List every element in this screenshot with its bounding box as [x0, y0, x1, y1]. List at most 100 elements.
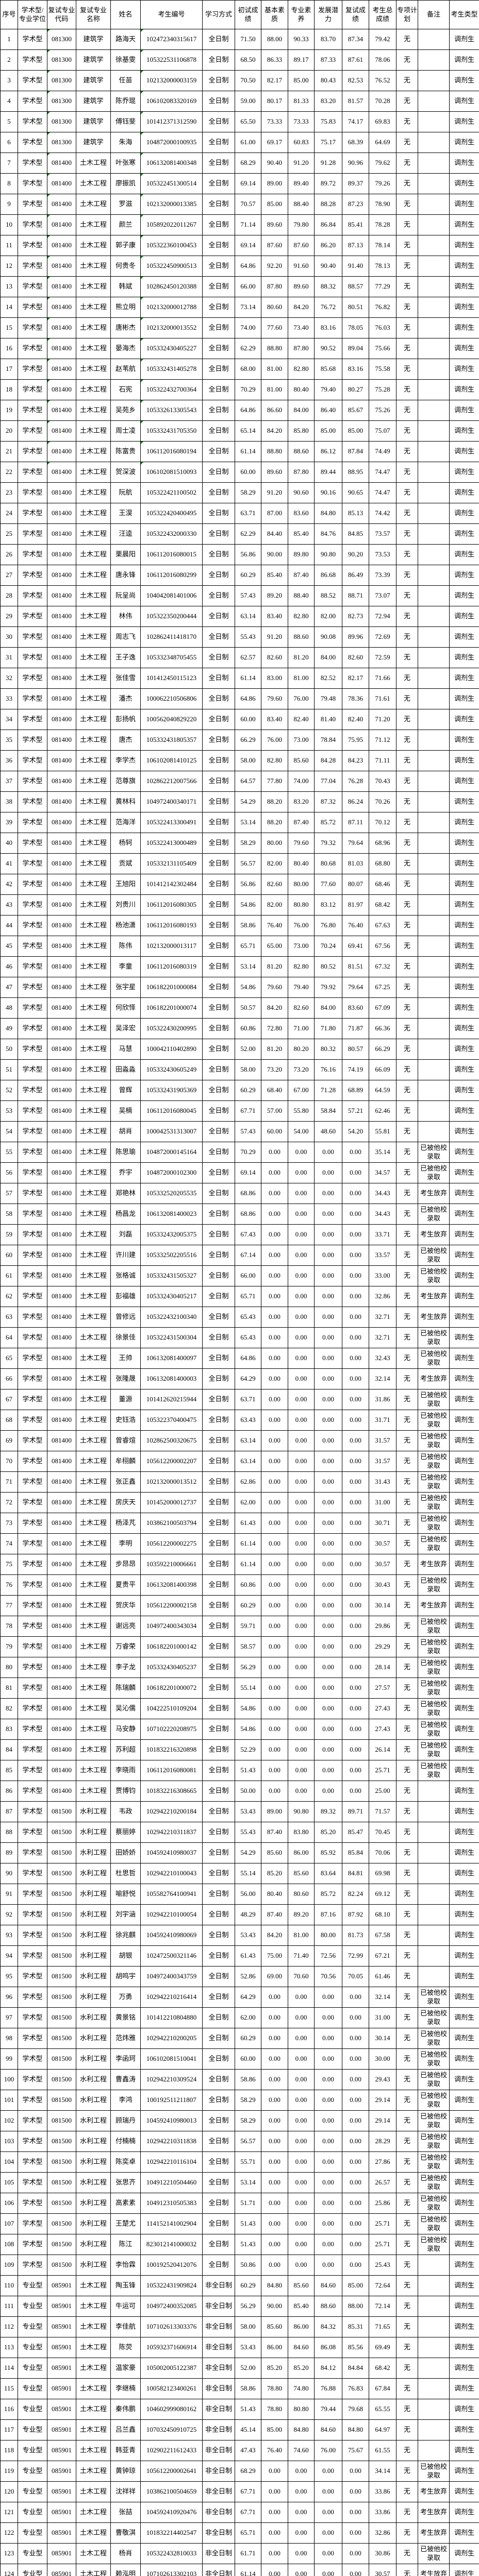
- cell-xuewei-leixing: 专业型: [18, 2543, 47, 2564]
- cell-xuewei-leixing: 学术型: [18, 194, 47, 215]
- cell-zhuanxiang-jihua: 无: [396, 1781, 418, 1802]
- cell-xuhao: 108: [0, 2234, 18, 2255]
- cell-zhuanxiang-jihua: 无: [396, 2048, 418, 2070]
- cell-chushi-chengji: 69.14: [235, 1162, 261, 1183]
- cell-kaosheng-bianhao: 105322421100502: [140, 482, 203, 503]
- cell-zhuanye-mingcheng: 土木工程: [76, 585, 111, 606]
- cell-fazhan-qianli: 0.00: [314, 2131, 342, 2152]
- cell-xingming: 栗晨阳: [110, 544, 141, 565]
- cell-fushi-chengji: 68.89: [342, 1080, 369, 1101]
- cell-zhuanye-suyang: 90.33: [288, 29, 315, 50]
- cell-zhuanye-daima: 081300: [47, 132, 76, 153]
- cell-xuewei-leixing: 学术型: [18, 1162, 47, 1183]
- cell-kaosheng-leixing: 调剂生: [449, 853, 479, 874]
- cell-kaosheng-leixing: 调剂生: [449, 1080, 479, 1101]
- cell-fushi-chengji: 78.36: [342, 688, 369, 709]
- cell-kaosheng-bianhao: 106112016080194: [140, 441, 203, 462]
- cell-kaosheng-bianhao: 105892022011267: [140, 214, 203, 235]
- cell-zhuanxiang-jihua: 无: [396, 1884, 418, 1905]
- cell-zhuanye-suyang: 74.00: [288, 771, 315, 792]
- cell-zhuanye-suyang: 0.00: [288, 2255, 315, 2276]
- cell-zhuanxiang-jihua: 无: [396, 1039, 418, 1060]
- cell-jiben-suzhi: 0.00: [261, 1245, 288, 1266]
- cell-xuexi-fangshi: 全日制: [202, 1080, 235, 1101]
- cell-beizhu: [418, 1100, 450, 1122]
- cell-xuexi-fangshi: 全日制: [202, 1451, 235, 1472]
- cell-jiben-suzhi: 86.60: [261, 400, 288, 421]
- cell-kaosheng-bianhao: 106132081400398: [140, 1574, 203, 1596]
- cell-xuexi-fangshi: 全日制: [202, 874, 235, 895]
- cell-fazhan-qianli: 0.00: [314, 1162, 342, 1183]
- cell-zhuanye-daima: 085901: [47, 2358, 76, 2379]
- cell-xingming: 贾博钧: [110, 1781, 141, 1802]
- cell-zhuanye-suyang: 86.00: [288, 2316, 315, 2337]
- cell-kaosheng-zongchengji: 68.10: [369, 1904, 397, 1925]
- cell-xuewei-leixing: 学术型: [18, 1204, 47, 1225]
- cell-zhuanxiang-jihua: 无: [396, 2564, 418, 2576]
- cell-zhuanye-suyang: 0.00: [288, 2481, 315, 2502]
- cell-fushi-chengji: 85.56: [342, 2337, 369, 2358]
- cell-fushi-chengji: 0.00: [342, 1183, 369, 1204]
- cell-xuexi-fangshi: 全日制: [202, 1801, 235, 1822]
- cell-xingming: 董源: [110, 1389, 141, 1410]
- cell-kaosheng-zongchengji: 29.14: [369, 2090, 397, 2111]
- table-row: 68 学术型 081400 土木工程 史钰浩 105322370400475 全日制 63.4…: [0, 1410, 479, 1431]
- cell-kaosheng-leixing: 调剂生: [449, 1183, 479, 1204]
- cell-chushi-chengji: 56.00: [235, 1884, 261, 1905]
- cell-chushi-chengji: 71.14: [235, 214, 261, 235]
- cell-kaosheng-leixing: 调剂生: [449, 977, 479, 998]
- cell-xuhao: 110: [0, 2275, 18, 2296]
- cell-beizhu: 已被他校录取: [418, 1533, 450, 1554]
- cell-kaosheng-leixing: 调剂生: [449, 276, 479, 297]
- cell-beizhu: 已被他校录取: [418, 2131, 450, 2152]
- cell-beizhu: [418, 709, 450, 730]
- cell-xuhao: 48: [0, 997, 18, 1019]
- cell-beizhu: [418, 1842, 450, 1863]
- cell-xingming: 夏贵平: [110, 1574, 141, 1596]
- cell-kaosheng-zongchengji: 65.55: [369, 2399, 397, 2420]
- cell-zhuanxiang-jihua: 无: [396, 2234, 418, 2255]
- table-row: 38 学术型 081400 土木工程 黄林科 104972400340171 全日制 54.2…: [0, 791, 479, 812]
- table-row: 73 学术型 081400 土木工程 杨泽芃 103862100503794 全日制 61.4…: [0, 1513, 479, 1534]
- cell-beizhu: [418, 1884, 450, 1905]
- cell-beizhu: [418, 853, 450, 874]
- cell-xingming: 陈江: [110, 2234, 141, 2255]
- cell-zhuanye-suyang: 87.40: [288, 812, 315, 833]
- cell-jiben-suzhi: 0.00: [261, 1636, 288, 1657]
- cell-fazhan-qianli: 0.00: [314, 1698, 342, 1719]
- cell-fushi-chengji: 0.00: [342, 1636, 369, 1657]
- cell-xuhao: 56: [0, 1162, 18, 1183]
- cell-zhuanye-mingcheng: 土木工程: [76, 2358, 111, 2379]
- cell-fushi-chengji: 81.51: [342, 956, 369, 977]
- table-row: 119 专业型 085901 土木工程 黄钟琼 105612200002641 非全日制 68…: [0, 2461, 479, 2482]
- cell-zhuanye-mingcheng: 土木工程: [76, 1574, 111, 1596]
- cell-xingming: 万勇: [110, 1987, 141, 2008]
- cell-xuexi-fangshi: 全日制: [202, 1925, 235, 1946]
- cell-chushi-chengji: 61.14: [235, 1533, 261, 1554]
- cell-xuexi-fangshi: 全日制: [202, 977, 235, 998]
- cell-kaosheng-zongchengji: 67.32: [369, 956, 397, 977]
- table-row: 101 学术型 081500 水利工程 李鸿 100192511211807 全日制 58.2…: [0, 2090, 479, 2111]
- cell-xuewei-leixing: 学术型: [18, 1368, 47, 1389]
- cell-kaosheng-leixing: 调剂生: [449, 2213, 479, 2234]
- cell-xuewei-leixing: 专业型: [18, 2564, 47, 2576]
- cell-xuhao: 40: [0, 833, 18, 854]
- cell-zhuanye-mingcheng: 土木工程: [76, 997, 111, 1019]
- cell-zhuanye-suyang: 0.00: [288, 1698, 315, 1719]
- cell-zhuanye-daima: 081400: [47, 1018, 76, 1039]
- cell-beizhu: 考生放弃: [418, 2522, 450, 2544]
- cell-beizhu: [418, 400, 450, 421]
- cell-zhuanye-daima: 081400: [47, 214, 76, 235]
- cell-xuexi-fangshi: 全日制: [202, 915, 235, 936]
- table-body: 1 学术型 081300 建筑学 路海天 102472340315617 全日制 71.50 8…: [0, 29, 479, 2576]
- cell-kaosheng-zongchengji: 77.29: [369, 276, 397, 297]
- cell-zhuanye-mingcheng: 土木工程: [76, 2522, 111, 2544]
- cell-fazhan-qianli: 76.16: [314, 1059, 342, 1080]
- table-row: 64 学术型 081400 土木工程 徐景佳 105322431500304 全日制 65.4…: [0, 1327, 479, 1348]
- cell-kaosheng-zongchengji: 71.20: [369, 709, 397, 730]
- cell-kaosheng-zongchengji: 32.14: [369, 1368, 397, 1389]
- cell-chushi-chengji: 64.29: [235, 1368, 261, 1389]
- cell-zhuanxiang-jihua: 无: [396, 1410, 418, 1431]
- cell-xuexi-fangshi: 非全日制: [202, 2461, 235, 2482]
- cell-xuhao: 31: [0, 647, 18, 668]
